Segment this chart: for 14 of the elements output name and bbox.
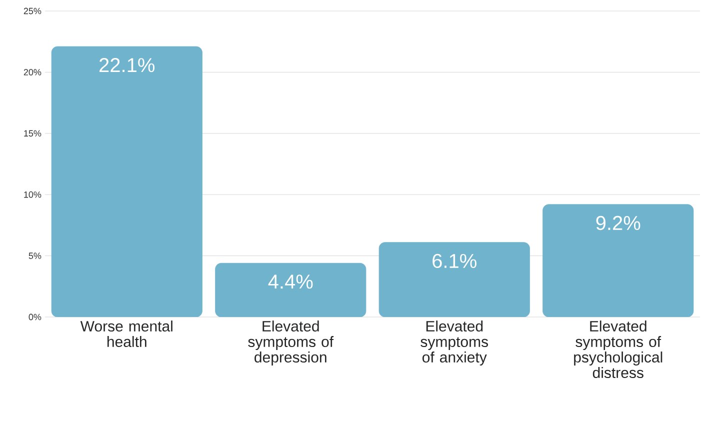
x-tick-label: Elevated symptoms of psychological distress (574, 320, 662, 378)
x-tick-label: Elevated symptoms of depression (248, 320, 334, 366)
data-label: 9.2% (596, 216, 640, 230)
y-tick-label: 10% (24, 191, 42, 198)
data-label: 22.1% (100, 58, 155, 72)
y-tick-label: 15% (24, 130, 42, 137)
y-tick-label: 25% (24, 8, 42, 14)
data-label: 6.1% (432, 254, 476, 268)
y-tick-label: 0% (28, 314, 42, 320)
data-label: 4.4% (268, 274, 313, 289)
x-tick-label: Elevated symptoms of anxiety (420, 320, 488, 366)
y-tick-label: 20% (24, 69, 42, 76)
x-tick-label: Worse mental health (80, 320, 172, 348)
y-tick-label: 5% (28, 252, 42, 259)
